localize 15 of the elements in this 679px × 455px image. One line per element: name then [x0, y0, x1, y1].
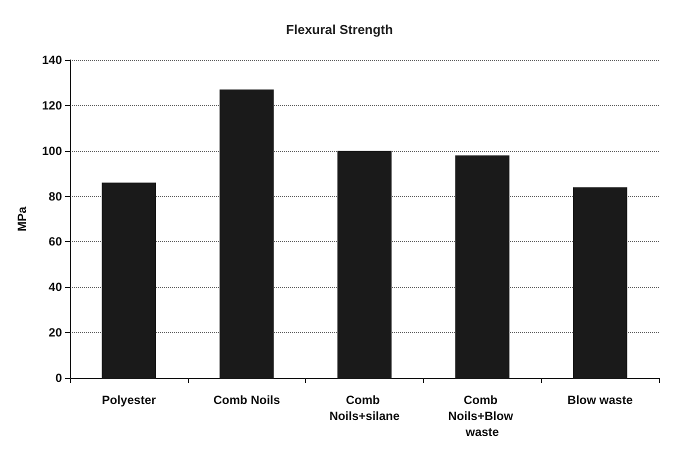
x-tick-label: Comb Noils+Blow waste [448, 393, 516, 439]
chart-title: Flexural Strength [286, 22, 394, 37]
y-tick-label: 100 [42, 144, 62, 158]
y-tick-label: 0 [55, 371, 62, 385]
y-tick-label: 140 [42, 53, 62, 67]
y-tick-label: 40 [48, 280, 62, 294]
y-tick-label: 20 [48, 326, 62, 340]
x-tick-label: Blow waste [567, 393, 634, 407]
x-tick-label: Comb Noils+silane [329, 393, 400, 423]
x-tick-label: Comb Noils [213, 393, 280, 407]
y-tick-label: 60 [48, 234, 62, 249]
x-tick-label: Polyester [102, 393, 156, 407]
y-tick-label: 120 [42, 98, 62, 112]
y-tick-label: 80 [48, 189, 62, 204]
y-axis-title: MPa [15, 206, 29, 232]
